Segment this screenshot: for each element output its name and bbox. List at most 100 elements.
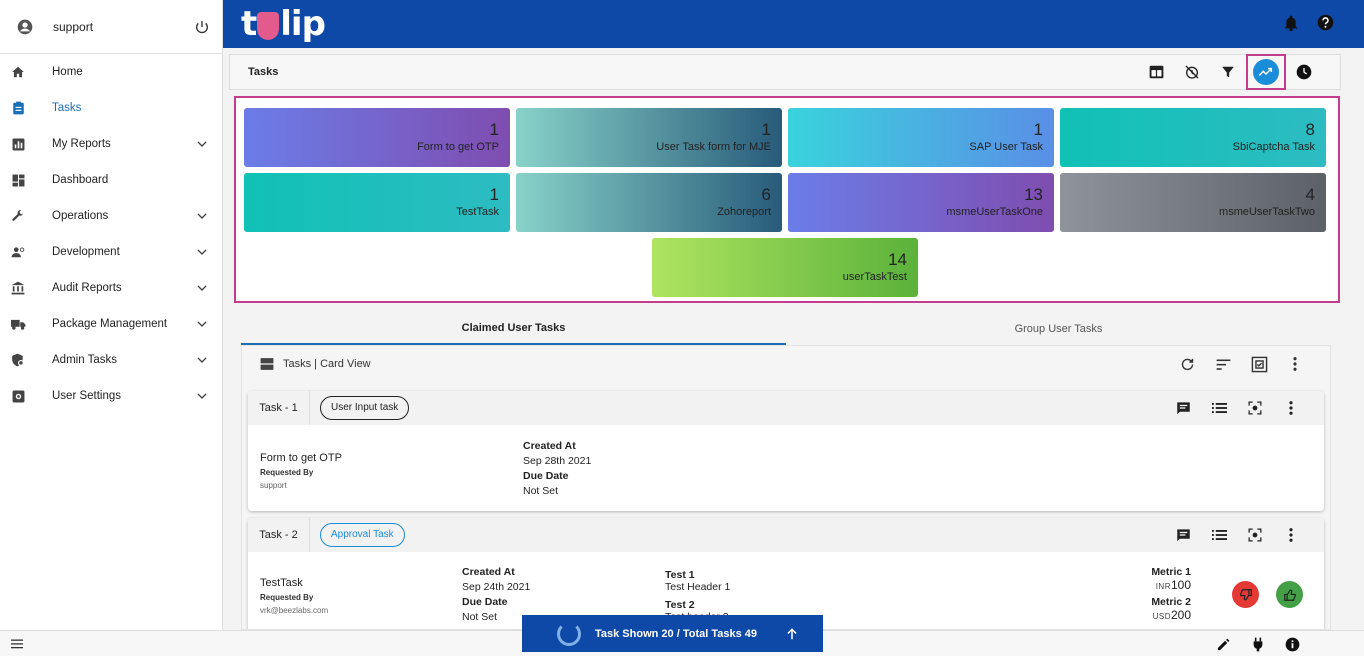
menu-icon[interactable] [11, 639, 23, 649]
task-type-chip[interactable]: User Input task [320, 396, 410, 420]
sidebar-item-label: Development [52, 246, 120, 258]
tile-msmeusertaskone[interactable]: 13 msmeUserTaskOne [788, 173, 1054, 232]
focus-icon[interactable] [1242, 522, 1268, 548]
card-view-title: Tasks | Card View [283, 358, 371, 370]
tile-form-to-get-otp[interactable]: 1 Form to get OTP [244, 108, 510, 167]
sidebar-item-development[interactable]: Development [0, 234, 222, 270]
view-agenda-icon [260, 357, 274, 371]
user-row: support [0, 0, 222, 54]
created-at-label: Created At [462, 566, 515, 578]
sidebar-item-label: Audit Reports [52, 282, 122, 294]
sort-icon[interactable] [1210, 351, 1236, 377]
more-vert-icon[interactable] [1278, 395, 1304, 421]
requested-by-value: support [260, 481, 287, 490]
refresh-icon[interactable] [1174, 351, 1200, 377]
tile-sbicaptcha-task[interactable]: 8 SbiCaptcha Task [1060, 108, 1326, 167]
sidebar-item-user-settings[interactable]: User Settings [0, 378, 222, 414]
tab-group-user-tasks[interactable]: Group User Tasks [1014, 322, 1103, 335]
tab-claimed-user-tasks[interactable]: Claimed User Tasks [241, 312, 786, 345]
analytics-button[interactable] [1246, 54, 1286, 90]
tasks-toolbar: Tasks [229, 54, 1341, 90]
home-icon [10, 64, 26, 80]
task-number: Task - 2 [248, 518, 310, 552]
help-icon[interactable] [1317, 14, 1334, 32]
task-type-chip[interactable]: Approval Task [320, 523, 405, 547]
sidebar-item-dashboard[interactable]: Dashboard [0, 162, 222, 198]
sidebar-item-tasks[interactable]: Tasks [0, 90, 222, 126]
sidebar-item-label: My Reports [52, 138, 111, 150]
dashboard-icon [10, 172, 26, 188]
task-count-text: Task Shown 20 / Total Tasks 49 [595, 627, 758, 640]
test-1-value: Test Header 1 [665, 581, 731, 593]
sidebar-item-home[interactable]: Home [0, 54, 222, 90]
filter-button[interactable] [1210, 56, 1246, 88]
report-icon [10, 136, 26, 152]
loading-spinner-icon [557, 621, 581, 646]
due-date-label: Due Date [462, 596, 508, 608]
sidebar-item-label: Admin Tasks [52, 354, 117, 366]
due-date-value: Not Set [523, 485, 559, 497]
sidebar-item-audit-reports[interactable]: Audit Reports [0, 270, 222, 306]
tile-usertasktest[interactable]: 14 userTaskTest [652, 238, 918, 297]
task-card[interactable]: Task - 1 User Input task Form to get OTP… [248, 391, 1324, 511]
task-summary-tiles: 1 Form to get OTP 1 User Task form for MJE… [234, 96, 1340, 303]
brand-logo[interactable]: t lip [241, 4, 326, 44]
reject-button[interactable] [1232, 581, 1259, 608]
task-card-header: Task - 2 Approval Task [248, 518, 1324, 552]
table-view-button[interactable] [1138, 56, 1174, 88]
sidebar-item-admin-tasks[interactable]: Admin Tasks [0, 342, 222, 378]
tile-sap-user-task[interactable]: 1 SAP User Task [788, 108, 1054, 167]
sidebar-item-label: Package Management [52, 318, 168, 330]
user-name: support [53, 19, 94, 34]
more-vert-icon[interactable] [1282, 351, 1308, 377]
chevron-down-icon [194, 352, 210, 368]
developer-icon [10, 244, 26, 260]
sidebar-item-my-reports[interactable]: My Reports [0, 126, 222, 162]
sidebar-item-operations[interactable]: Operations [0, 198, 222, 234]
history-button[interactable] [1286, 56, 1322, 88]
focus-icon[interactable] [1242, 395, 1268, 421]
created-at-label: Created At [523, 440, 576, 452]
alarm-off-button[interactable] [1174, 56, 1210, 88]
tile-msmeusertasktwo[interactable]: 4 msmeUserTaskTwo [1060, 173, 1326, 232]
list-icon[interactable] [1206, 522, 1232, 548]
list-icon[interactable] [1206, 395, 1232, 421]
top-bar: t lip [223, 0, 1364, 48]
tile-zohoreport[interactable]: 6 Zohoreport [516, 173, 782, 232]
sidebar-item-label: Tasks [52, 102, 82, 114]
sidebar-item-package-management[interactable]: Package Management [0, 306, 222, 342]
admin-icon [10, 352, 26, 368]
sidebar-item-label: Dashboard [52, 174, 109, 186]
approve-button[interactable] [1276, 581, 1303, 608]
task-card[interactable]: Task - 2 Approval Task TestTask Requeste… [248, 518, 1324, 629]
plug-icon[interactable] [1252, 637, 1264, 652]
wrench-icon [10, 208, 26, 224]
edit-icon[interactable] [1216, 637, 1231, 652]
logo-cup-icon [257, 12, 280, 40]
tile-testtask[interactable]: 1 TestTask [244, 173, 510, 232]
due-date-label: Due Date [523, 470, 569, 482]
arrow-up-icon[interactable] [785, 627, 799, 641]
account-icon [17, 19, 33, 35]
task-title: TestTask [260, 577, 303, 589]
chevron-down-icon [194, 136, 210, 152]
comment-icon[interactable] [1170, 395, 1196, 421]
clipboard-icon [10, 100, 26, 116]
sidebar-item-label: Operations [52, 210, 109, 222]
requested-by-label: Requested By [260, 468, 314, 477]
card-view-header: Tasks | Card View [242, 346, 1330, 382]
info-icon[interactable] [1285, 637, 1300, 652]
power-icon[interactable] [194, 19, 210, 35]
task-number: Task - 1 [248, 391, 310, 425]
sidebar-item-label: User Settings [52, 390, 122, 402]
select-all-icon[interactable] [1246, 351, 1272, 377]
metric-2-value: 200 [1170, 608, 1191, 622]
more-vert-icon[interactable] [1278, 522, 1304, 548]
chevron-down-icon [194, 316, 210, 332]
comment-icon[interactable] [1170, 522, 1196, 548]
tile-user-task-form-mje[interactable]: 1 User Task form for MJE [516, 108, 782, 167]
notification-bell-icon[interactable] [1283, 14, 1299, 32]
requested-by-label: Requested By [260, 593, 314, 602]
task-title: Form to get OTP [260, 452, 342, 464]
task-card-header: Task - 1 User Input task [248, 391, 1324, 425]
